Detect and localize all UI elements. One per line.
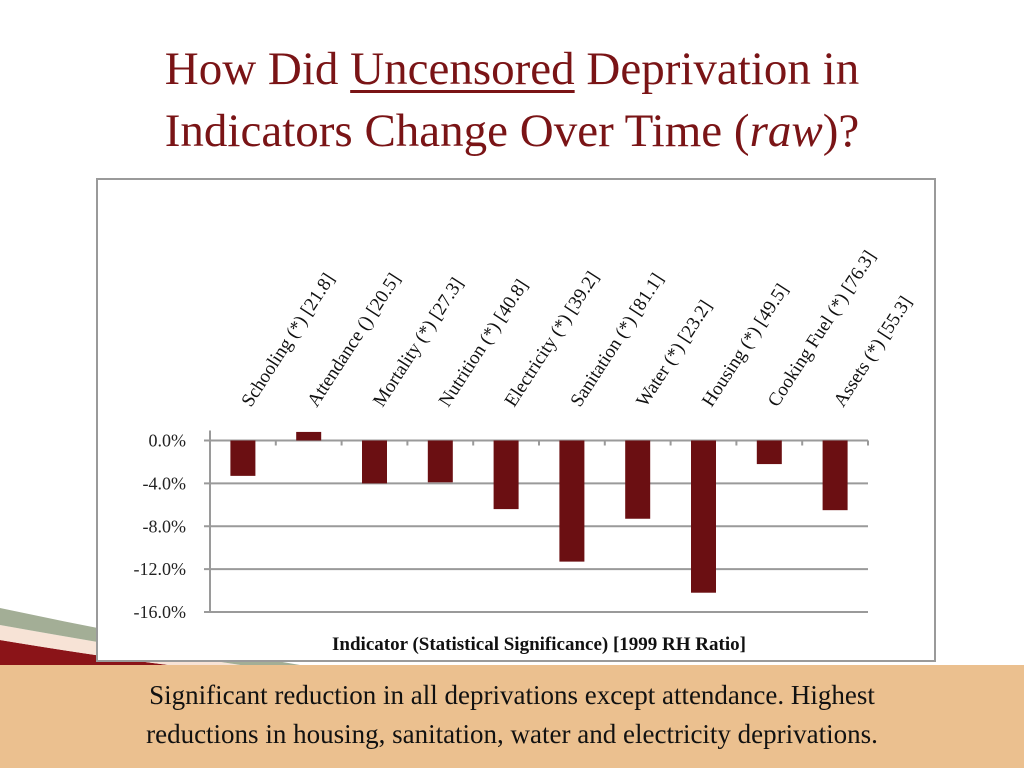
title-underlined-word: Uncensored [350, 43, 575, 95]
bar [362, 440, 387, 484]
summary-text: Significant reduction in all deprivation… [0, 676, 1024, 754]
y-tick-label: -12.0% [134, 559, 187, 579]
bar [756, 440, 782, 465]
title-italic-word: raw [749, 105, 823, 157]
y-tick-label: -4.0% [143, 473, 187, 493]
y-tick-label: -16.0% [134, 602, 187, 622]
summary-line-1: Significant reduction in all deprivation… [149, 680, 875, 710]
bar [691, 440, 716, 593]
x-axis-title: Indicator (Statistical Significance) [19… [332, 634, 746, 655]
title-line-2: Indicators Change Over Time (raw)? [164, 105, 860, 157]
slide-title: How Did Uncensored Deprivation in Indica… [0, 38, 1024, 162]
title-line-1: How Did Uncensored Deprivation in [164, 43, 860, 95]
chart-frame [96, 178, 936, 662]
bar [230, 440, 256, 476]
summary-band [0, 665, 1024, 768]
bar [296, 431, 322, 441]
bar [625, 440, 651, 519]
bar [427, 440, 453, 483]
y-tick-label: 0.0% [149, 431, 187, 451]
summary-line-2: reductions in housing, sanitation, water… [146, 719, 878, 749]
bar [559, 440, 585, 562]
bar [493, 440, 519, 510]
bar [822, 440, 848, 511]
y-tick-label: -8.0% [143, 516, 187, 536]
